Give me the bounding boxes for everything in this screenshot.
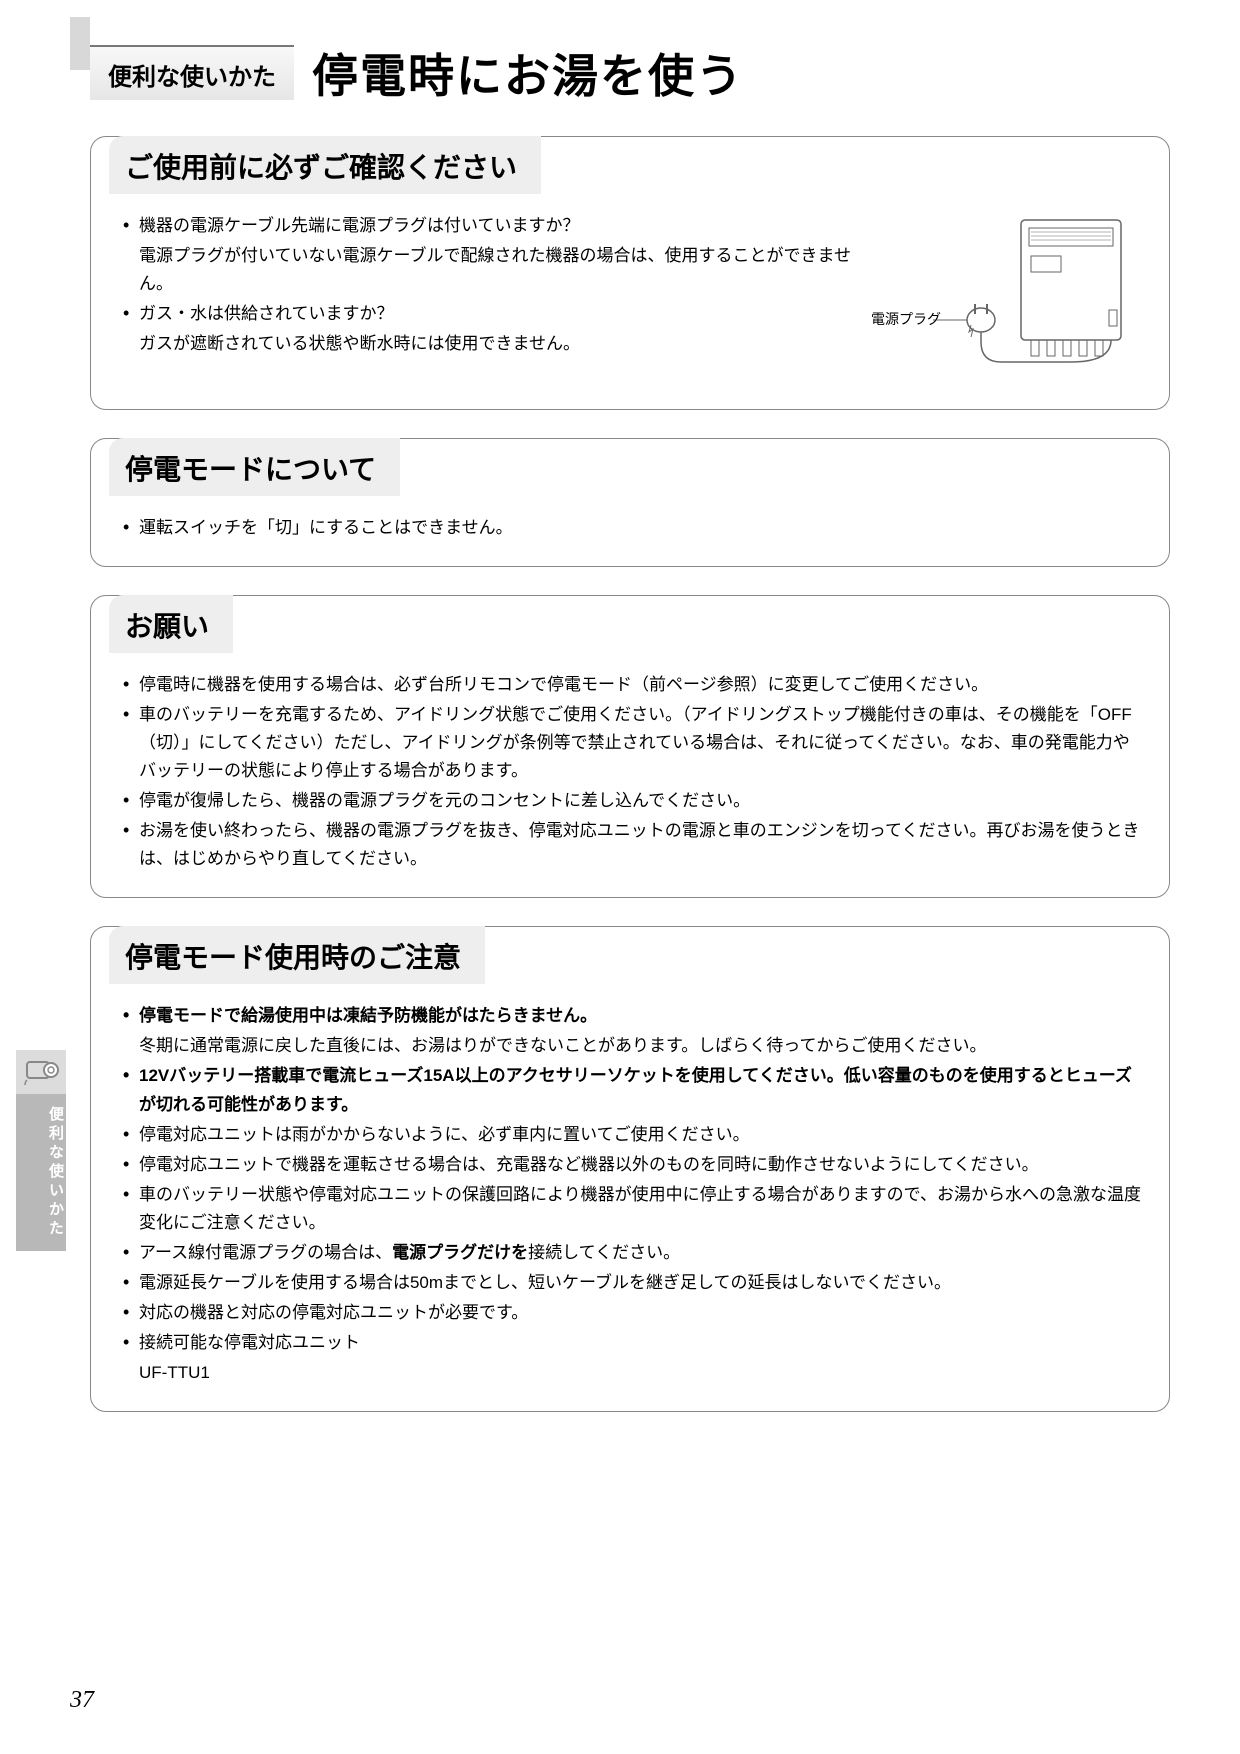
heater-diagram: 電源プラグ [871,212,1141,387]
diagram-label: 電源プラグ [871,311,941,327]
bullet-item: 対応の機器と対応の停電対応ユニットが必要です。 [123,1299,1141,1327]
bullet-item: 機器の電源ケーブル先端に電源プラグは付いていますか？ [123,212,851,240]
bullet-item: 車のバッテリー状態や停電対応ユニットの保護回路により機器が使用中に停止する場合が… [123,1181,1141,1237]
page-title: 停電時にお湯を使う [312,40,744,106]
bullet-item: アース線付電源プラグの場合は、電源プラグだけを接続してください。 [123,1239,1141,1267]
bullet-item: 接続可能な停電対応ユニット [123,1329,1141,1357]
page-number: 37 [70,1687,94,1714]
section-heading: 停電モード使用時のご注意 [109,926,485,984]
bullet-list: 機器の電源ケーブル先端に電源プラグは付いていますか？ 電源プラグが付いていない電… [123,212,851,358]
bullet-item: 停電対応ユニットで機器を運転させる場合は、充電器など機器以外のものを同時に動作さ… [123,1151,1141,1179]
section-confirmation: ご使用前に必ずご確認ください 機器の電源ケーブル先端に電源プラグは付いていますか… [90,136,1170,410]
bullet-item: 12Vバッテリー搭載車で電流ヒューズ15A以上のアクセサリーソケットを使用してく… [123,1062,1141,1118]
bullet-item: 停電時に機器を使用する場合は、必ず台所リモコンで停電モード（前ページ参照）に変更… [123,671,1141,699]
header-row: 便利な使いかた 停電時にお湯を使う [90,40,1170,106]
side-tab-label: 便利な使いかた [16,1094,66,1251]
bullet-item: 車のバッテリーを充電するため、アイドリング状態でご使用ください。（アイドリングス… [123,701,1141,785]
sub-text: 冬期に通常電源に戻した直後には、お湯はりができないことがあります。しばらく待って… [123,1032,1141,1060]
section-mode-about: 停電モードについて 運転スイッチを「切」にすることはできません。 [90,438,1170,567]
side-tab: 便利な使いかた [16,1050,66,1251]
sub-text: 電源プラグが付いていない電源ケーブルで配線された機器の場合は、使用することができ… [123,242,851,298]
bullet-list: 停電モードで給湯使用中は凍結予防機能がはたらきません。 冬期に通常電源に戻した直… [123,1002,1141,1387]
bullet-item: 停電が復帰したら、機器の電源プラグを元のコンセントに差し込んでください。 [123,787,1141,815]
bullet-item: 運転スイッチを「切」にすることはできません。 [123,514,1141,542]
bullet-item: 停電モードで給湯使用中は凍結予防機能がはたらきません。 [123,1002,1141,1030]
section-request: お願い 停電時に機器を使用する場合は、必ず台所リモコンで停電モード（前ページ参照… [90,595,1170,898]
section-heading: 停電モードについて [109,438,400,496]
bullet-item: お湯を使い終わったら、機器の電源プラグを抜き、停電対応ユニットの電源と車のエンジ… [123,817,1141,873]
bullet-list: 運転スイッチを「切」にすることはできません。 [123,514,1141,542]
category-badge: 便利な使いかた [90,45,294,100]
section-heading: ご使用前に必ずご確認ください [109,136,541,194]
sub-text: UF-TTU1 [123,1359,1141,1387]
sub-text: ガスが遮断されている状態や断水時には使用できません。 [123,330,851,358]
section-heading: お願い [109,595,233,653]
bullet-item: 電源延長ケーブルを使用する場合は50mまでとし、短いケーブルを継ぎ足しての延長は… [123,1269,1141,1297]
side-tab-icon [16,1050,66,1094]
section-mode-caution: 停電モード使用時のご注意 停電モードで給湯使用中は凍結予防機能がはたらきません。… [90,926,1170,1412]
bullet-list: 停電時に機器を使用する場合は、必ず台所リモコンで停電モード（前ページ参照）に変更… [123,671,1141,873]
bullet-item: ガス・水は供給されていますか？ [123,300,851,328]
page-content: 便利な使いかた 停電時にお湯を使う ご使用前に必ずご確認ください 機器の電源ケー… [0,0,1240,1480]
bullet-item: 停電対応ユニットは雨がかからないように、必ず車内に置いてご使用ください。 [123,1121,1141,1149]
